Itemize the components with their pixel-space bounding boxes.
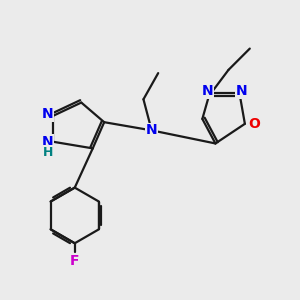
Text: N: N: [236, 84, 248, 98]
Text: N: N: [42, 135, 53, 149]
Text: N: N: [146, 123, 158, 137]
Text: H: H: [42, 146, 53, 159]
Text: O: O: [248, 117, 260, 131]
Text: F: F: [70, 254, 80, 268]
Text: N: N: [42, 107, 53, 121]
Text: N: N: [201, 84, 213, 98]
